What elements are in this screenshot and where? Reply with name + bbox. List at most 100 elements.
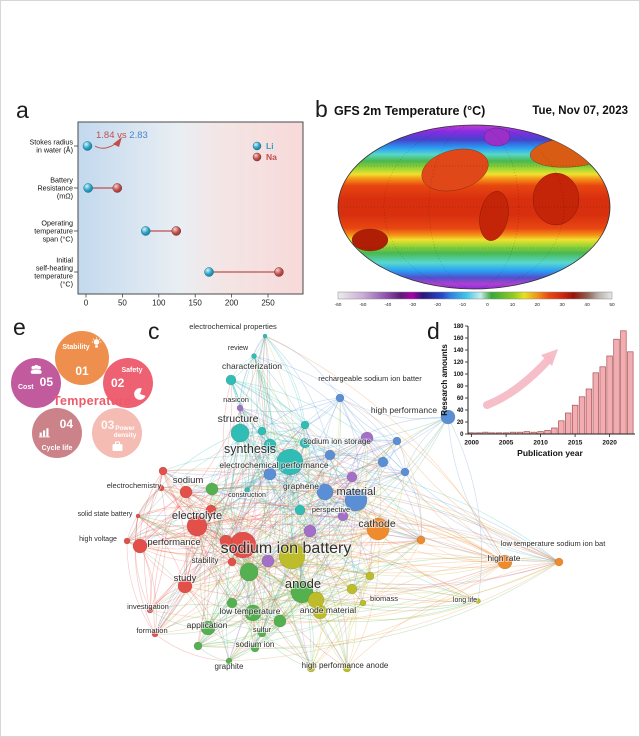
legend-label: Na xyxy=(266,152,277,162)
network-node[interactable] xyxy=(257,426,267,436)
network-node-structure[interactable] xyxy=(230,423,250,443)
network-node[interactable] xyxy=(346,583,358,595)
network-node[interactable] xyxy=(158,466,168,476)
network-node-synthesis[interactable] xyxy=(276,448,304,476)
network-node[interactable] xyxy=(342,663,352,673)
y-tick-label: 140 xyxy=(453,348,464,354)
network-node-application[interactable] xyxy=(200,620,216,636)
keyword-network-panel: electrochemical properties review characte… xyxy=(77,321,607,673)
network-node-graphene[interactable] xyxy=(316,483,334,501)
network-node-rechargeable-sodium-ion-batter[interactable] xyxy=(335,393,345,403)
network-node-electrochemical-performance[interactable] xyxy=(263,467,277,481)
network-node-review[interactable] xyxy=(251,353,257,359)
network-node[interactable] xyxy=(392,436,402,446)
network-node-perspective[interactable] xyxy=(337,510,349,522)
network-node[interactable] xyxy=(307,591,325,609)
network-node[interactable] xyxy=(324,449,336,461)
panel-a-letter: a xyxy=(16,97,29,123)
network-node-cathode[interactable] xyxy=(366,517,390,541)
challenge-cost: Cost 05 xyxy=(11,358,61,408)
network-node[interactable] xyxy=(273,614,287,628)
network-label: high performance anode xyxy=(302,661,389,670)
svg-text:10: 10 xyxy=(510,302,516,308)
y-tick-label: 40 xyxy=(457,408,464,414)
network-node[interactable] xyxy=(299,437,311,449)
network-node[interactable] xyxy=(193,641,203,651)
svg-text:30: 30 xyxy=(560,302,566,308)
na-data-point xyxy=(112,183,123,193)
network-node-high-performance[interactable] xyxy=(440,409,456,425)
challenge-number: 02 xyxy=(111,376,125,390)
network-node[interactable] xyxy=(346,471,358,483)
map-date: Tue, Nov 07, 2023 xyxy=(532,105,628,117)
network-node[interactable] xyxy=(278,542,306,570)
network-node-stability[interactable] xyxy=(227,557,237,567)
network-node-high-performance-anode[interactable] xyxy=(306,663,316,673)
y-tick-label: 60 xyxy=(457,396,464,402)
network-node-study[interactable] xyxy=(177,578,193,594)
legend-label: Li xyxy=(266,141,274,151)
network-node-electrolyte[interactable] xyxy=(186,515,208,537)
network-node-performance[interactable] xyxy=(132,538,148,554)
network-node-electrochemistry[interactable] xyxy=(157,484,165,492)
challenge-number: 04 xyxy=(59,417,73,431)
challenge-cycle-life: 04 Cycle life xyxy=(32,408,82,458)
network-node[interactable] xyxy=(416,535,426,545)
y-tick-label: 180 xyxy=(453,324,464,330)
challenge-safety: Safety 02 xyxy=(103,358,153,408)
network-node-electrochemical-properties[interactable] xyxy=(262,333,268,339)
network-node-sodium-ion-storage[interactable] xyxy=(360,431,374,445)
network-node-long-life[interactable] xyxy=(475,598,481,604)
network-node-formation[interactable] xyxy=(151,630,159,638)
network-node-high-voltage[interactable] xyxy=(123,537,131,545)
network-node-anode[interactable] xyxy=(290,580,314,604)
svg-text:-60: -60 xyxy=(335,302,342,308)
network-node-sodium-ion[interactable] xyxy=(250,643,260,653)
network-node[interactable] xyxy=(400,467,410,477)
network-node[interactable] xyxy=(226,597,238,609)
network-node[interactable] xyxy=(300,420,310,430)
network-node[interactable] xyxy=(219,534,233,548)
network-node[interactable] xyxy=(263,438,277,452)
network-node[interactable] xyxy=(205,504,217,516)
network-node[interactable] xyxy=(377,456,389,468)
publication-bar-chart: 0 20 40 60 80 100 120 140 160 180 2000 2005 2010 2015… xyxy=(440,324,635,458)
network-node[interactable] xyxy=(261,554,275,568)
legend-marker xyxy=(252,141,262,151)
y-axis-title: Research amounts xyxy=(440,344,449,416)
network-node-low-temperature[interactable] xyxy=(244,604,262,622)
x-tick-label: 100 xyxy=(152,299,166,308)
network-node[interactable] xyxy=(205,482,219,496)
network-node-low-temperature-sodium-ion-bat[interactable] xyxy=(554,557,564,567)
network-node-sodium[interactable] xyxy=(179,485,193,499)
network-node-characterization[interactable] xyxy=(225,374,237,386)
network-node-biomass[interactable] xyxy=(359,599,367,607)
temperature-map: -60 -50 -40 -30 -20 -10 0 10 20 30 40 50 xyxy=(335,124,615,308)
network-node-investigation[interactable] xyxy=(146,606,154,614)
svg-text:40: 40 xyxy=(584,302,590,308)
growth-arrow xyxy=(483,355,553,409)
network-node-construction[interactable] xyxy=(244,487,250,493)
network-node[interactable] xyxy=(365,571,375,581)
x-tick-label: 0 xyxy=(84,299,89,308)
network-label: cathode xyxy=(358,518,396,530)
network-node-nasicon[interactable] xyxy=(236,404,244,412)
network-node-solid-state-battery[interactable] xyxy=(135,513,141,519)
network-node-material[interactable] xyxy=(344,488,368,512)
network-node-sulfur[interactable] xyxy=(257,628,267,638)
y-tick-label: 160 xyxy=(453,336,464,342)
network-node[interactable] xyxy=(303,524,317,538)
network-node[interactable] xyxy=(294,504,306,516)
li-data-point xyxy=(83,183,93,193)
network-label: stability xyxy=(192,556,219,565)
map-title: GFS 2m Temperature (°C) xyxy=(334,104,486,118)
network-label: anode material xyxy=(300,605,356,615)
network-node-high-rate[interactable] xyxy=(497,554,513,570)
colorbar-tick-labels: -60 -50 -40 -30 -20 -10 0 10 20 30 40 50 xyxy=(335,302,615,308)
network-node-graphite[interactable] xyxy=(225,657,233,665)
network-node[interactable] xyxy=(239,562,259,582)
y-tick-label: 80 xyxy=(457,384,464,390)
svg-text:-10: -10 xyxy=(459,302,466,308)
network-label: electrolyte xyxy=(172,510,222,522)
